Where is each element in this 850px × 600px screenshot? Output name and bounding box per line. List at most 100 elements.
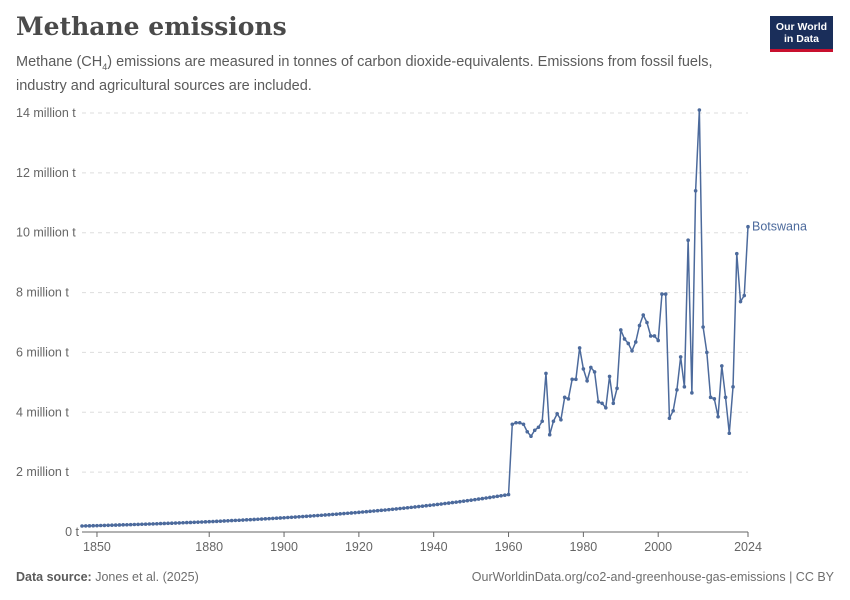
data-point bbox=[409, 505, 414, 510]
data-point bbox=[256, 517, 260, 522]
data-point bbox=[648, 334, 653, 338]
data-point bbox=[596, 400, 601, 404]
logo-line1: Our World bbox=[775, 21, 828, 33]
data-point bbox=[357, 510, 361, 515]
data-point bbox=[282, 515, 286, 520]
data-source: Data source: Jones et al. (2025) bbox=[16, 570, 199, 584]
data-point bbox=[499, 493, 503, 498]
chart-title: Methane emissions bbox=[16, 12, 287, 41]
data-point bbox=[308, 514, 313, 518]
data-point bbox=[387, 507, 391, 512]
subtitle-subscript: 4 bbox=[102, 61, 108, 72]
data-point bbox=[188, 520, 193, 525]
data-point bbox=[536, 425, 541, 430]
data-point bbox=[140, 522, 144, 527]
data-point bbox=[289, 515, 294, 520]
chart-subtitle: Methane (CH4) emissions are measured in … bbox=[16, 53, 746, 96]
data-point bbox=[473, 497, 477, 502]
data-point bbox=[166, 521, 170, 526]
data-source-link[interactable]: Jones et al. (2025) bbox=[95, 570, 199, 584]
data-point bbox=[540, 419, 545, 424]
data-point bbox=[390, 507, 395, 512]
data-source-label: Data source: bbox=[16, 570, 92, 584]
data-point bbox=[87, 524, 92, 528]
data-point bbox=[315, 513, 320, 518]
data-point bbox=[514, 420, 518, 425]
y-tick-label: 2 million t bbox=[16, 465, 69, 479]
data-point bbox=[170, 521, 174, 525]
data-point bbox=[143, 522, 148, 526]
data-point bbox=[495, 494, 500, 499]
data-point bbox=[428, 503, 432, 508]
data-point bbox=[738, 299, 743, 304]
series-label-botswana: Botswana bbox=[752, 220, 807, 234]
data-point bbox=[581, 367, 586, 371]
data-point bbox=[91, 523, 96, 528]
data-point bbox=[454, 500, 458, 504]
data-point bbox=[667, 416, 672, 421]
y-tick-label: 8 million t bbox=[16, 286, 69, 300]
data-point bbox=[233, 518, 238, 523]
data-point bbox=[446, 501, 451, 505]
data-point bbox=[690, 391, 694, 395]
data-point bbox=[285, 515, 290, 520]
data-point bbox=[372, 509, 376, 513]
data-point bbox=[237, 518, 241, 523]
data-point bbox=[259, 517, 264, 521]
data-point bbox=[293, 515, 298, 519]
data-point bbox=[203, 520, 208, 524]
data-point bbox=[334, 512, 339, 516]
data-point bbox=[491, 495, 496, 499]
data-point bbox=[80, 524, 84, 528]
data-point bbox=[652, 334, 657, 338]
data-point bbox=[405, 505, 410, 510]
url-license[interactable]: OurWorldinData.org/co2-and-greenhouse-ga… bbox=[471, 570, 834, 584]
data-point bbox=[720, 364, 724, 368]
data-point bbox=[637, 323, 642, 328]
data-point bbox=[398, 506, 402, 511]
data-point bbox=[532, 428, 537, 433]
data-point bbox=[106, 523, 110, 528]
x-tick-label: 1880 bbox=[195, 540, 223, 554]
data-point bbox=[705, 350, 709, 355]
y-tick-label: 14 million t bbox=[16, 106, 76, 120]
data-point bbox=[375, 508, 380, 513]
data-point bbox=[529, 434, 533, 439]
data-point bbox=[155, 521, 159, 526]
data-point bbox=[181, 520, 185, 525]
data-point bbox=[132, 522, 137, 527]
data-point bbox=[248, 517, 253, 522]
x-tick-label: 1920 bbox=[345, 540, 373, 554]
data-point bbox=[416, 504, 421, 509]
data-point bbox=[364, 509, 369, 514]
data-point bbox=[267, 516, 271, 521]
y-tick-label: 12 million t bbox=[16, 166, 76, 180]
data-point bbox=[607, 374, 612, 379]
data-point bbox=[199, 520, 204, 524]
data-point bbox=[184, 520, 189, 525]
data-point bbox=[476, 497, 481, 501]
data-point bbox=[656, 338, 660, 343]
data-point bbox=[544, 371, 548, 376]
data-point bbox=[162, 521, 167, 526]
data-point bbox=[559, 417, 563, 422]
data-point bbox=[244, 518, 249, 522]
data-point bbox=[177, 521, 182, 525]
data-point bbox=[342, 511, 346, 516]
x-tick-label: 1900 bbox=[270, 540, 298, 554]
data-point bbox=[297, 514, 301, 519]
owid-logo[interactable]: Our World in Data bbox=[770, 16, 833, 52]
data-point bbox=[214, 519, 219, 524]
data-point bbox=[312, 513, 316, 518]
data-point bbox=[128, 522, 133, 527]
subtitle-part2: ) emissions are measured in tonnes of ca… bbox=[16, 54, 713, 94]
data-point bbox=[121, 523, 125, 527]
data-point bbox=[701, 325, 705, 329]
data-point bbox=[716, 414, 720, 419]
data-point bbox=[117, 523, 122, 527]
data-point bbox=[461, 499, 466, 503]
data-point bbox=[615, 386, 619, 391]
data-point bbox=[158, 521, 163, 526]
data-point bbox=[626, 341, 631, 346]
